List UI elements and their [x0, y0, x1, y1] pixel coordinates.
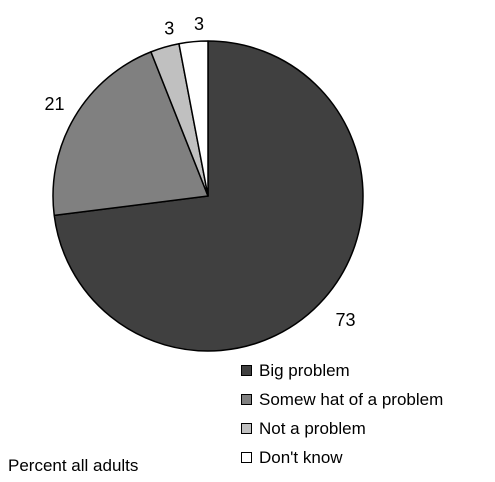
pie-data-labels: 73 21 3 3: [45, 14, 356, 330]
chart-note: Percent all adults: [8, 456, 139, 475]
legend-item-dont-know: Don't know: [241, 443, 443, 472]
legend: Big problem Somew hat of a problem Not a…: [241, 356, 443, 472]
legend-item-not-a-problem: Not a problem: [241, 414, 443, 443]
legend-swatch-not-a-problem: [241, 423, 252, 434]
data-label-somew-hat-of-a-problem: 21: [45, 94, 65, 114]
legend-label-dont-know: Don't know: [259, 447, 343, 467]
pie-slices: [52, 40, 364, 352]
pie-slice-somew-hat-of-a-problem: [52, 51, 209, 217]
data-label-big-problem: 73: [335, 310, 355, 330]
pie-slice-don-t-know: [178, 40, 209, 197]
legend-item-big-problem: Big problem: [241, 356, 443, 385]
legend-item-somewhat-of-a-problem: Somew hat of a problem: [241, 385, 443, 414]
legend-label-not-a-problem: Not a problem: [259, 418, 366, 438]
legend-label-somewhat-of-a-problem: Somew hat of a problem: [259, 389, 444, 409]
legend-label-big-problem: Big problem: [259, 360, 350, 380]
legend-swatch-dont-know: [241, 452, 252, 463]
legend-swatch-big-problem: [241, 365, 252, 376]
legend-swatch-somewhat-of-a-problem: [241, 394, 252, 405]
data-label-not-a-problem: 3: [164, 18, 174, 38]
data-label-don-t-know: 3: [194, 14, 204, 34]
